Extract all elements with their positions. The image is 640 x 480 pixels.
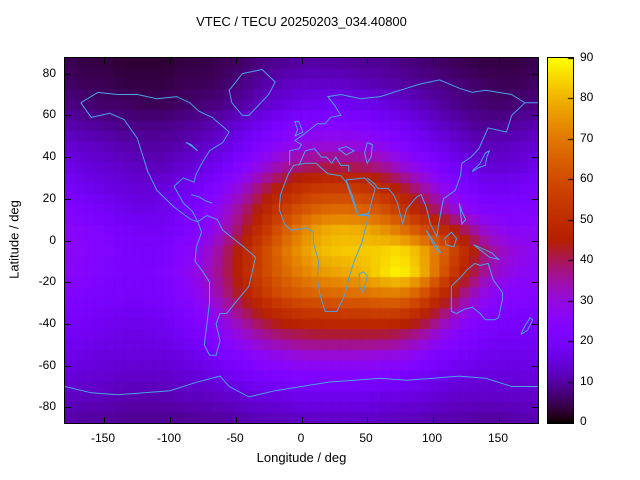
coastline-path (194, 214, 257, 356)
tick-mark (532, 74, 538, 75)
tick-mark (302, 417, 303, 423)
coastline-path (358, 271, 368, 294)
y-tick-label: 40 (42, 149, 56, 163)
tick-mark (104, 58, 105, 64)
tick-mark (367, 58, 368, 64)
tick-mark (499, 58, 500, 64)
tick-mark (532, 157, 538, 158)
x-tick-label: 150 (487, 431, 509, 445)
tick-mark (236, 58, 237, 64)
x-tick-label: 0 (297, 431, 305, 445)
tick-mark (65, 366, 71, 367)
x-tick-label: 100 (421, 431, 443, 445)
coastline-overlay (65, 68, 538, 398)
tick-mark (65, 74, 71, 75)
chart-title: VTEC / TECU 20250203_034.40800 (196, 14, 407, 29)
tick-mark (236, 417, 237, 423)
y-tick-label: 80 (42, 66, 56, 80)
tick-mark (65, 199, 71, 200)
coastline-path (364, 142, 373, 165)
x-tick-label: -150 (90, 431, 116, 445)
tick-mark (532, 115, 538, 116)
tick-mark (65, 115, 71, 116)
colorbar-tick-label: 10 (580, 374, 594, 388)
coastline-path (473, 244, 501, 261)
tick-mark (499, 417, 500, 423)
tick-mark (65, 282, 71, 283)
coastline-path (345, 177, 376, 217)
tick-mark (433, 417, 434, 423)
coastline-path (80, 102, 198, 223)
y-tick-label: -40 (38, 316, 56, 330)
tick-mark (367, 417, 368, 423)
tick-mark (532, 199, 538, 200)
colorbar-gradient (548, 58, 573, 423)
coastline-path (294, 121, 304, 137)
y-tick-label: -80 (38, 399, 56, 413)
y-tick-label: 0 (49, 233, 56, 247)
colorbar (547, 57, 574, 424)
x-tick-label: -100 (156, 431, 182, 445)
coastline-path (289, 79, 538, 166)
tick-mark (433, 58, 434, 64)
colorbar-tick-label: 60 (580, 171, 594, 185)
y-tick-label: -20 (38, 274, 56, 288)
coastline-path (278, 162, 370, 312)
map-plot-area (64, 57, 539, 424)
colorbar-tick-label: 40 (580, 252, 594, 266)
tick-mark (532, 282, 538, 283)
coastline-path (450, 262, 503, 321)
coastline-path (228, 68, 276, 116)
y-tick-label: 60 (42, 107, 56, 121)
tick-mark (532, 324, 538, 325)
colorbar-tick-label: 50 (580, 212, 594, 226)
y-tick-label: -60 (38, 358, 56, 372)
tick-mark (170, 417, 171, 423)
coastline-path (520, 316, 534, 335)
tick-mark (302, 58, 303, 64)
y-tick-label: 20 (42, 191, 56, 205)
x-tick-label: -50 (226, 431, 244, 445)
x-tick-label: 50 (359, 431, 373, 445)
tick-mark (532, 366, 538, 367)
colorbar-tick-label: 0 (580, 414, 587, 428)
tick-mark (65, 324, 71, 325)
colorbar-tick-label: 80 (580, 90, 594, 104)
colorbar-tick-label: 90 (580, 50, 594, 64)
coastline-path (471, 149, 491, 173)
tick-mark (532, 241, 538, 242)
tick-mark (104, 417, 105, 423)
coastline-path (425, 229, 442, 254)
tick-mark (65, 407, 71, 408)
coastline-path (444, 231, 458, 248)
coastline-path (185, 142, 199, 152)
colorbar-tick-label: 20 (580, 333, 594, 347)
tick-mark (65, 241, 71, 242)
coastline-path (458, 202, 467, 225)
colorbar-tick-label: 30 (580, 293, 594, 307)
coastline-path (190, 194, 213, 204)
coastline-path (65, 375, 538, 398)
tick-mark (532, 407, 538, 408)
coastline-path (366, 102, 526, 238)
tick-mark (170, 58, 171, 64)
tec-heatmap-canvas (65, 58, 538, 423)
coastline-path (80, 91, 230, 222)
x-axis-label: Longitude / deg (256, 450, 347, 465)
tick-mark (65, 157, 71, 158)
coastline-path (337, 146, 356, 156)
colorbar-tick-label: 70 (580, 131, 594, 145)
coastline-path (298, 148, 350, 172)
